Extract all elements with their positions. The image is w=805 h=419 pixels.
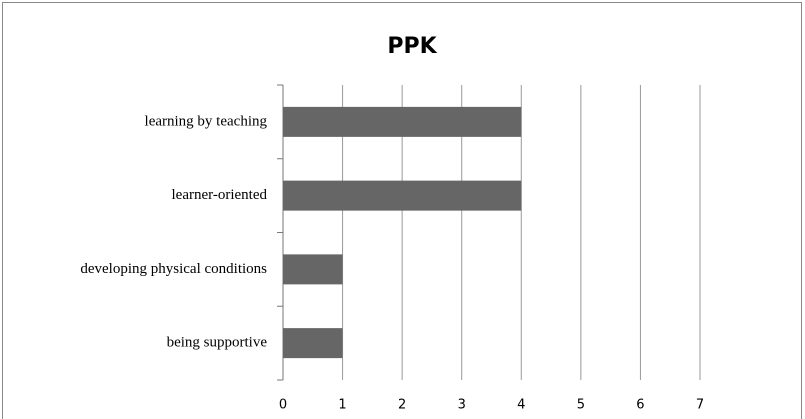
x-tick-label: 4 <box>517 398 525 413</box>
y-tick-label: learner-oriented <box>172 187 268 203</box>
bar <box>283 254 343 285</box>
x-tick-label: 3 <box>458 398 466 413</box>
x-tick-label: 0 <box>279 398 287 413</box>
y-tick-label: developing physical conditions <box>80 261 267 277</box>
bar <box>283 106 522 137</box>
y-tick-label: learning by teaching <box>145 113 268 129</box>
x-tick-label: 1 <box>338 398 346 413</box>
x-tick-label: 5 <box>577 398 585 413</box>
x-tick-label: 7 <box>696 398 704 413</box>
x-tick-label: 2 <box>398 398 406 413</box>
chart-title: PPK <box>387 34 437 59</box>
y-tick-label: being supportive <box>167 335 268 351</box>
bar <box>283 328 343 359</box>
x-tick-label: 6 <box>636 398 644 413</box>
bar <box>283 180 522 211</box>
